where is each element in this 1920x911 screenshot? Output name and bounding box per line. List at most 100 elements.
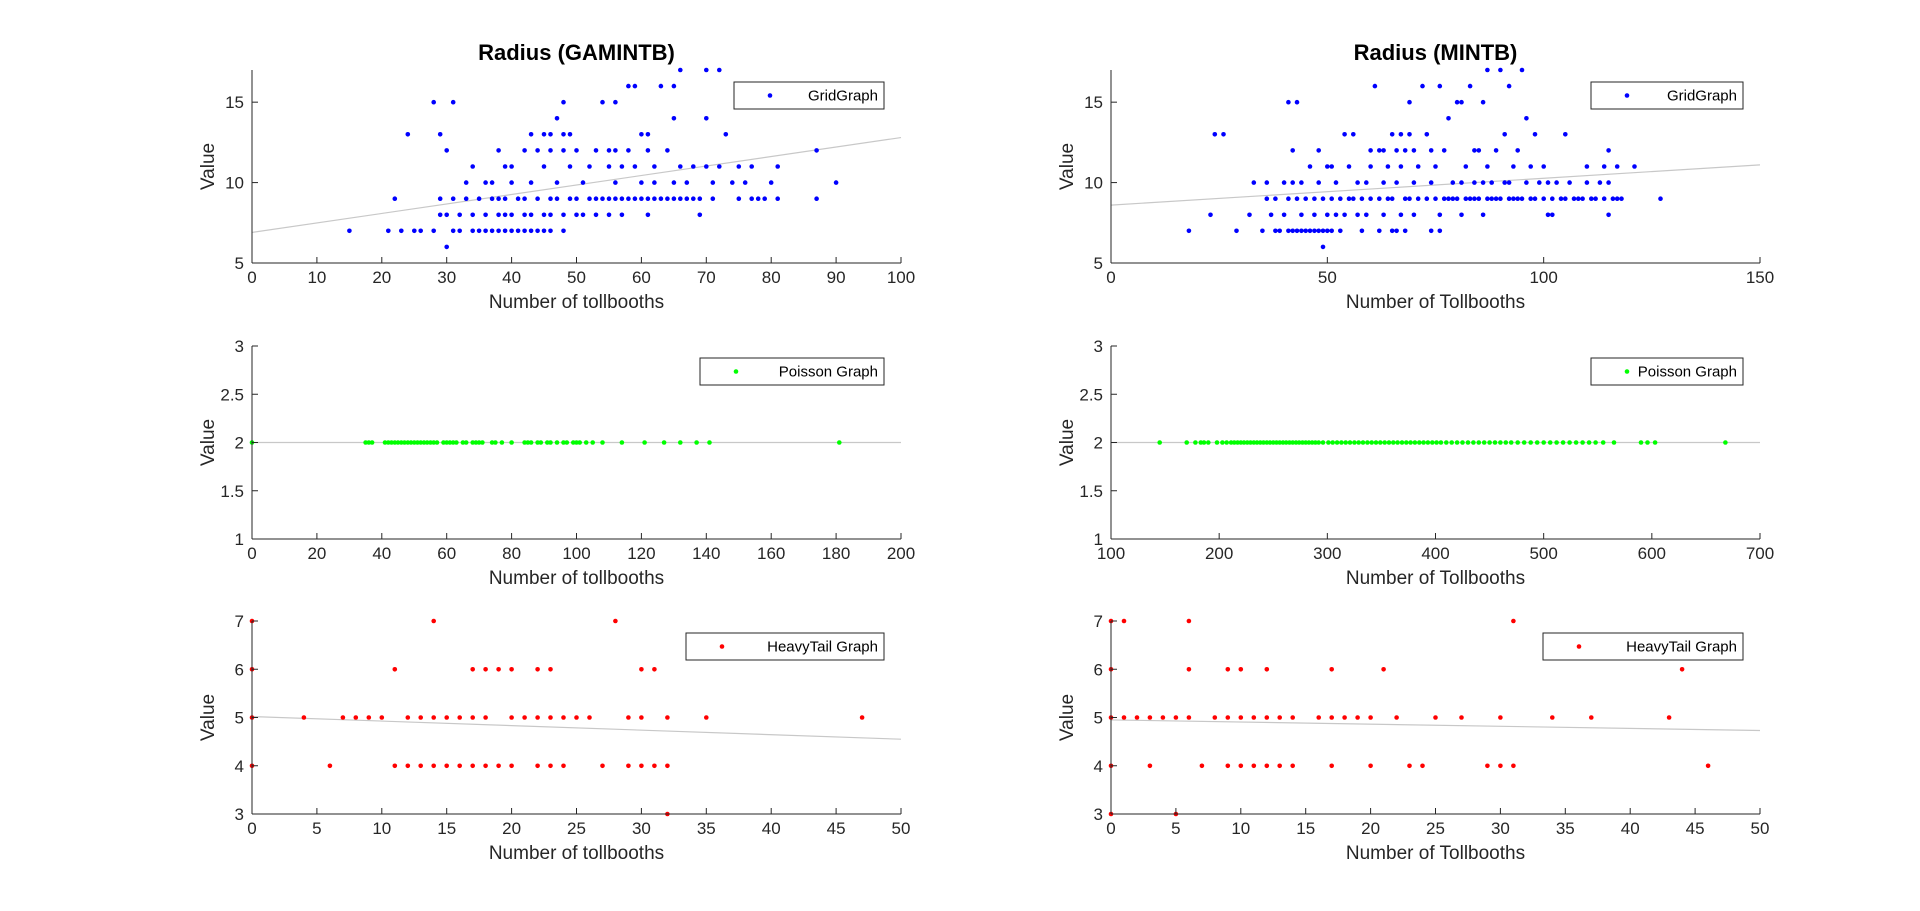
data-point — [1389, 196, 1395, 201]
data-point — [684, 180, 690, 185]
data-point — [1290, 763, 1295, 769]
data-point — [353, 715, 359, 720]
data-point — [1415, 164, 1421, 169]
data-point — [379, 715, 385, 720]
data-point — [1454, 196, 1460, 201]
data-point — [1619, 196, 1624, 201]
x-tick-label: 0 — [1106, 268, 1115, 287]
data-point — [496, 212, 501, 218]
data-point — [554, 180, 560, 185]
data-point — [1506, 196, 1512, 201]
data-point — [1274, 440, 1279, 445]
x-tick-label: 0 — [247, 268, 256, 287]
data-point — [704, 116, 709, 121]
data-point — [1398, 212, 1404, 218]
x-tick-label: 15 — [1296, 819, 1315, 838]
data-point — [502, 164, 508, 169]
data-point — [535, 715, 540, 720]
x-tick-label: 20 — [1361, 819, 1380, 838]
legend-label: GridGraph — [808, 88, 878, 105]
data-point — [1723, 440, 1728, 445]
x-tick-label: 10 — [1231, 819, 1250, 838]
data-point — [437, 212, 443, 218]
y-tick-label: 2.5 — [220, 385, 244, 404]
data-point — [1459, 212, 1464, 218]
y-axis-label: Value — [198, 143, 219, 190]
data-point — [548, 132, 553, 137]
data-point — [1235, 440, 1240, 445]
data-point — [386, 440, 391, 445]
data-point — [1420, 83, 1425, 89]
legend-box — [685, 632, 885, 661]
y-tick-label: 5 — [1094, 254, 1103, 273]
data-point — [1511, 196, 1516, 201]
data-point — [1601, 196, 1607, 201]
data-point — [1381, 667, 1386, 672]
data-point — [1267, 440, 1273, 445]
data-point — [441, 440, 446, 445]
data-point — [1312, 212, 1317, 218]
data-point — [1498, 715, 1503, 720]
data-point — [1519, 67, 1525, 73]
data-point — [1485, 164, 1490, 169]
data-point — [577, 440, 582, 445]
data-point — [1411, 180, 1417, 185]
x-tick-label: 100 — [887, 268, 915, 287]
data-point — [678, 67, 683, 73]
data-point — [1438, 440, 1444, 445]
x-tick-label: 40 — [502, 268, 521, 287]
data-point — [1261, 440, 1266, 445]
data-point — [645, 148, 651, 153]
data-point — [694, 440, 699, 445]
x-tick-label: 700 — [1746, 544, 1774, 563]
data-point — [405, 715, 411, 720]
data-point — [1325, 228, 1330, 234]
data-point — [1320, 244, 1326, 250]
x-tick-label: 100 — [1097, 544, 1125, 563]
data-point — [1365, 440, 1370, 445]
data-point — [1360, 440, 1366, 445]
data-point — [1503, 440, 1509, 445]
data-point — [1186, 667, 1192, 672]
y-tick-label: 1.5 — [220, 482, 244, 501]
data-point — [509, 212, 514, 218]
x-tick-label: 0 — [247, 819, 256, 838]
data-point — [450, 228, 456, 234]
data-point — [1245, 440, 1250, 445]
data-point — [1666, 715, 1672, 720]
y-axis-label: Value — [198, 694, 219, 741]
data-point — [1493, 196, 1499, 201]
chart-panel-3: 0 20 40 60 80 100 120 140 160 180 200 1 1.5 2 2.5 3 Numb… — [198, 337, 915, 589]
x-tick-label: 70 — [697, 268, 716, 287]
y-tick-label: 1.5 — [1079, 482, 1103, 501]
data-point — [1541, 440, 1546, 445]
data-point — [626, 715, 631, 720]
data-point — [600, 99, 605, 105]
x-tick-label: 5 — [312, 819, 321, 838]
data-point — [412, 228, 417, 234]
data-point — [1398, 164, 1404, 169]
data-point — [499, 440, 505, 445]
data-point — [593, 196, 599, 201]
data-point — [522, 196, 527, 201]
data-point — [704, 164, 709, 169]
data-point — [1444, 440, 1449, 445]
data-point — [613, 196, 618, 201]
data-point — [1286, 228, 1291, 234]
data-point — [1316, 715, 1321, 720]
data-point — [1567, 180, 1572, 185]
data-point — [535, 196, 540, 201]
data-point — [1329, 715, 1334, 720]
data-point — [418, 228, 424, 234]
data-point — [1232, 440, 1237, 445]
data-point — [509, 715, 514, 720]
data-point — [1386, 440, 1392, 445]
data-point — [1395, 440, 1400, 445]
data-point — [1299, 180, 1304, 185]
data-point — [574, 196, 579, 201]
data-point — [1254, 440, 1260, 445]
data-point — [1550, 196, 1555, 201]
data-point — [1228, 440, 1234, 445]
x-tick-label: 40 — [762, 819, 781, 838]
legend: GridGraph — [733, 81, 885, 110]
